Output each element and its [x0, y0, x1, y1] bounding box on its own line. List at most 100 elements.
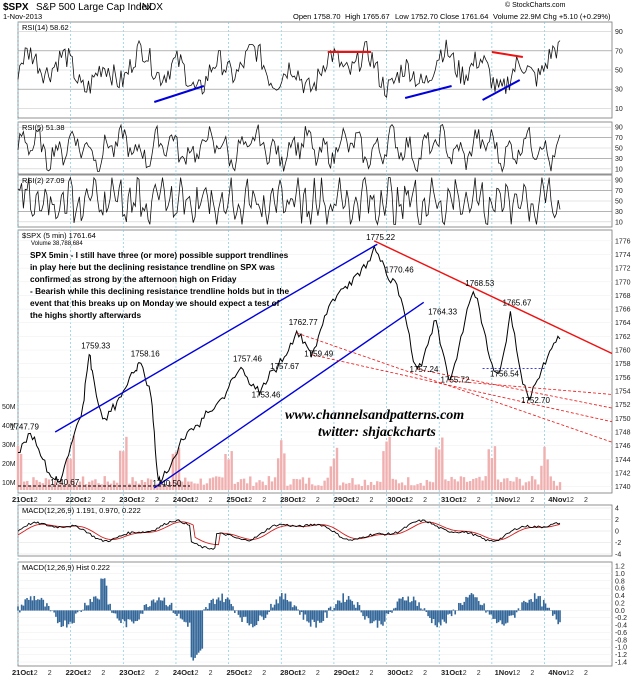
hist-bar	[470, 593, 473, 611]
volume-bar	[335, 447, 339, 490]
hist-bar	[75, 610, 77, 614]
hist-bar	[318, 610, 321, 623]
hist-bar	[176, 610, 178, 616]
rsi5-level-label: 50	[615, 146, 623, 153]
x-tick-label: 31Oct	[441, 495, 462, 504]
hist-bar	[394, 607, 397, 611]
volume-bar	[558, 482, 562, 490]
x-tick-label-bottom: 12	[405, 670, 413, 677]
hist-bar	[309, 610, 312, 627]
volume-bar	[407, 477, 410, 490]
hist-bar	[317, 610, 319, 621]
volume-bar	[459, 476, 463, 490]
volume-bar	[205, 483, 209, 490]
hist-bar	[282, 599, 285, 611]
high-value: High 1765.67	[345, 12, 390, 21]
hist-bar	[46, 603, 48, 611]
volume-bar	[242, 478, 246, 490]
price-annotation: 1758.16	[131, 350, 160, 359]
volume-bar	[128, 483, 131, 490]
volume-bar	[295, 479, 298, 490]
index-name: S&P 500 Large Cap Index	[36, 2, 152, 13]
hist-bar	[161, 600, 164, 611]
exchange: INDX	[139, 2, 163, 13]
x-tick-label: 12	[298, 497, 306, 504]
hist-bar	[127, 610, 130, 620]
hist-bar	[44, 606, 46, 611]
hist-bar	[206, 608, 209, 611]
volume-bar	[140, 479, 144, 490]
hist-bar	[551, 610, 554, 616]
volume-bar	[438, 449, 441, 490]
x-tick-label: 2	[316, 497, 320, 504]
x-tick-label-bottom: 12	[298, 670, 306, 677]
hist-bar	[412, 596, 415, 611]
hist-bar	[427, 610, 429, 617]
hist-bar	[42, 599, 45, 611]
hist-bar	[58, 610, 61, 623]
volume-bar	[72, 435, 75, 490]
x-tick-label: 28Oct	[280, 495, 301, 504]
rsi5-line	[17, 123, 561, 173]
hist-bar	[530, 599, 532, 611]
price-tick-label: 1750	[615, 416, 631, 423]
hist-bar	[546, 607, 549, 611]
volume-bar	[403, 485, 407, 490]
volume-bar	[84, 484, 88, 490]
hist-bar	[409, 602, 411, 611]
rsi14-line	[17, 39, 561, 99]
hist-bar	[205, 607, 207, 611]
volume-bar	[549, 476, 552, 490]
hist-bar	[360, 610, 363, 613]
volume-bar	[416, 484, 419, 490]
volume-bar	[47, 479, 51, 490]
volume-bar	[273, 477, 277, 490]
hist-bar	[365, 610, 368, 617]
volume-bar	[270, 481, 274, 490]
hist-bar	[315, 610, 317, 628]
hist-bar	[103, 578, 106, 611]
volume-bar	[537, 484, 540, 490]
hist-bar	[102, 578, 104, 611]
hist-bar	[105, 585, 108, 611]
volume-bar	[57, 483, 60, 490]
volume-bar	[286, 485, 289, 490]
hist-bar	[219, 600, 222, 611]
support-dashed-trendline	[448, 380, 613, 395]
rsi5-level-label: 70	[615, 135, 623, 142]
hist-bar	[346, 599, 348, 611]
hist-bar	[331, 610, 334, 612]
volume-bar	[258, 480, 261, 490]
note-line-6: the highs shortly afterwards	[30, 310, 141, 320]
grid-layer	[17, 22, 612, 666]
hist-bar	[264, 610, 267, 619]
volume-bar	[329, 466, 333, 490]
x-tick-label: 2	[477, 497, 481, 504]
volume-bar	[249, 476, 252, 490]
x-tick-label: 12	[405, 497, 413, 504]
volume-bar	[66, 457, 69, 490]
annotation-note: SPX 5min - I still have three (or more) …	[30, 250, 289, 320]
hist-bar	[98, 599, 101, 611]
hist-bar	[336, 600, 339, 611]
hist-bar	[33, 595, 36, 611]
hist-bar	[221, 593, 223, 611]
hist-bar	[261, 610, 263, 617]
hist-bar	[259, 610, 261, 616]
hist-bar	[253, 610, 256, 627]
hist-bar	[329, 606, 332, 611]
volume-bar	[400, 482, 404, 490]
volume-bar	[215, 476, 218, 490]
volume-bar	[394, 479, 398, 490]
price-annotation: 1755.72	[441, 375, 470, 384]
x-tick-label: 2	[530, 497, 534, 504]
hist-bar	[22, 605, 25, 611]
hist-bar	[295, 606, 298, 611]
hist-bar	[293, 605, 296, 611]
hist-bar	[506, 610, 509, 623]
volume-bar	[177, 447, 181, 490]
volume-bar	[122, 451, 125, 490]
volume-bar	[546, 459, 549, 490]
hist-bar	[391, 610, 393, 613]
volume-bar	[369, 481, 373, 490]
